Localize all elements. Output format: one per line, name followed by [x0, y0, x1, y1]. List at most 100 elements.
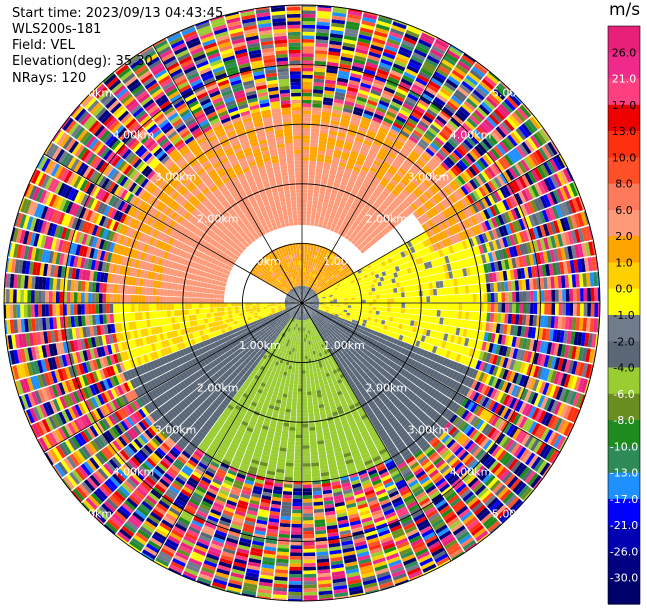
radar-gate [334, 301, 338, 303]
radar-gate [287, 452, 294, 456]
radar-gate [401, 308, 405, 313]
radar-gate [441, 296, 445, 303]
radar-gate [291, 527, 302, 531]
radar-gate [307, 352, 310, 356]
radar-gate [308, 406, 313, 410]
radar-gate [303, 492, 312, 496]
radar-gate [312, 362, 316, 366]
radar-gate [303, 520, 314, 524]
radar-gate [405, 308, 409, 313]
radar-gate [302, 118, 311, 122]
radar-gate [573, 289, 577, 302]
radar-gate [316, 386, 321, 390]
radar-gate [303, 542, 314, 546]
radar-gate [293, 388, 297, 392]
radar-gate [309, 430, 315, 434]
radar-gate [523, 303, 527, 314]
radar-gate [440, 288, 444, 295]
radar-gate [382, 316, 386, 321]
radar-gate [347, 295, 351, 298]
radar-gate [387, 308, 391, 312]
radar-gate [426, 310, 430, 316]
radar-gate [311, 355, 314, 359]
radar-gate [298, 392, 302, 396]
radar-gate [292, 399, 297, 403]
radar-gate [311, 132, 319, 136]
radar-gate [303, 427, 309, 431]
radar-gate [451, 303, 455, 310]
radar-gate [308, 189, 314, 193]
radar-gate [405, 297, 409, 302]
radar-gate [302, 114, 311, 118]
radar-gate [303, 499, 312, 503]
radar-gate [376, 311, 380, 315]
radar-gate [315, 415, 321, 419]
radar-gate [371, 288, 375, 292]
radar-gate [469, 312, 473, 320]
radar-gate [316, 365, 320, 369]
radar-gate [311, 455, 319, 459]
radar-gate [447, 287, 451, 294]
radar-gate [303, 524, 314, 528]
radar-gate [494, 313, 498, 322]
radar-gate [298, 338, 300, 342]
radar-gate [307, 345, 310, 349]
radar-gate [487, 303, 491, 312]
radar-gate [308, 247, 311, 251]
radar-gate [348, 300, 352, 302]
radar-gate [486, 313, 490, 322]
radar-gate [302, 363, 305, 367]
radar-gate [290, 552, 302, 556]
radar-gate [288, 592, 302, 596]
radar-gate [354, 309, 358, 312]
radar-gate [505, 292, 509, 302]
radar-gate [441, 303, 445, 310]
radar-gate [573, 303, 577, 316]
radar-gate [302, 342, 304, 346]
radar-gate [297, 406, 302, 410]
radar-gate [355, 306, 359, 309]
radar-gate [302, 218, 306, 222]
radar-gate [423, 303, 427, 309]
radar-gate [313, 248, 316, 252]
radar-gate [344, 305, 348, 307]
radar-gate [341, 305, 345, 307]
radar-gate [494, 303, 498, 312]
radar-gate [302, 150, 309, 154]
radar-gate [291, 406, 296, 410]
radar-gate [312, 104, 322, 108]
radar-gate [308, 179, 314, 183]
radar-gate [303, 413, 308, 417]
radar-gate [302, 107, 311, 111]
radar-gate [303, 560, 315, 564]
radar-gate [473, 303, 477, 311]
radar-gate [330, 300, 334, 302]
radar-gate [544, 290, 548, 302]
radar-gate [451, 295, 455, 302]
radar-gate [302, 35, 315, 39]
radar-gate [313, 197, 318, 201]
radar-gate [302, 75, 313, 79]
radar-gate [415, 315, 419, 321]
radar-gate [347, 293, 351, 296]
radar-gate [290, 556, 302, 560]
radar-gate [313, 398, 318, 402]
radar-gate [307, 381, 311, 385]
radar-gate [303, 510, 313, 514]
radar-gate [293, 492, 302, 496]
radar-gate [315, 215, 320, 219]
radar-gate [302, 78, 313, 82]
radar-gate [302, 96, 312, 100]
radar-gate [380, 303, 384, 307]
radar-gate [411, 315, 415, 321]
radar-gate [302, 100, 312, 104]
radar-gate [397, 293, 401, 298]
radar-gate [302, 352, 305, 356]
radar-gate [501, 303, 505, 313]
radar-gate [295, 370, 299, 374]
radar-gate [294, 463, 302, 467]
radar-gate [314, 372, 318, 376]
radar-gate [302, 25, 315, 29]
radar-gate [291, 531, 302, 535]
radar-gate [310, 377, 314, 381]
